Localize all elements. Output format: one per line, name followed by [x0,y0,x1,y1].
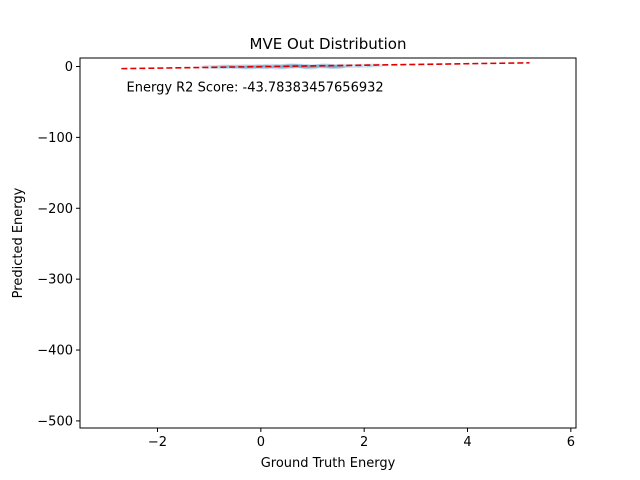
scatter-point [282,64,301,69]
y-tick-label: −100 [37,131,73,146]
y-tick-label: −500 [37,414,73,429]
y-axis-label: Predicted Energy [11,187,26,298]
fit-line [121,62,530,70]
scatter-point [277,65,296,70]
plot-area-background [80,58,576,428]
y-tick-label: −400 [37,344,73,359]
x-tick-label: −2 [148,435,167,450]
y-tick-label: −200 [37,202,73,217]
plot-area-frame [79,57,577,429]
x-tick-label: 2 [360,435,368,450]
scatter-point [210,65,229,70]
x-tick-label: 4 [463,435,471,450]
chart-title: MVE Out Distribution [250,35,407,53]
x-axis-ticks: −2 0 2 4 6 [148,428,575,450]
y-tick-label: −300 [37,273,73,288]
y-tick-label: 0 [65,60,73,75]
x-tick-label: 6 [567,435,575,450]
r2-score-annotation: Energy R2 Score: -43.78383457656932 [127,80,384,95]
fit-line-layer [121,62,530,70]
x-axis-label: Ground Truth Energy [261,456,396,471]
y-axis-ticks: 0 −100 −200 −300 −400 −500 [37,60,80,429]
x-tick-label: 0 [257,435,265,450]
